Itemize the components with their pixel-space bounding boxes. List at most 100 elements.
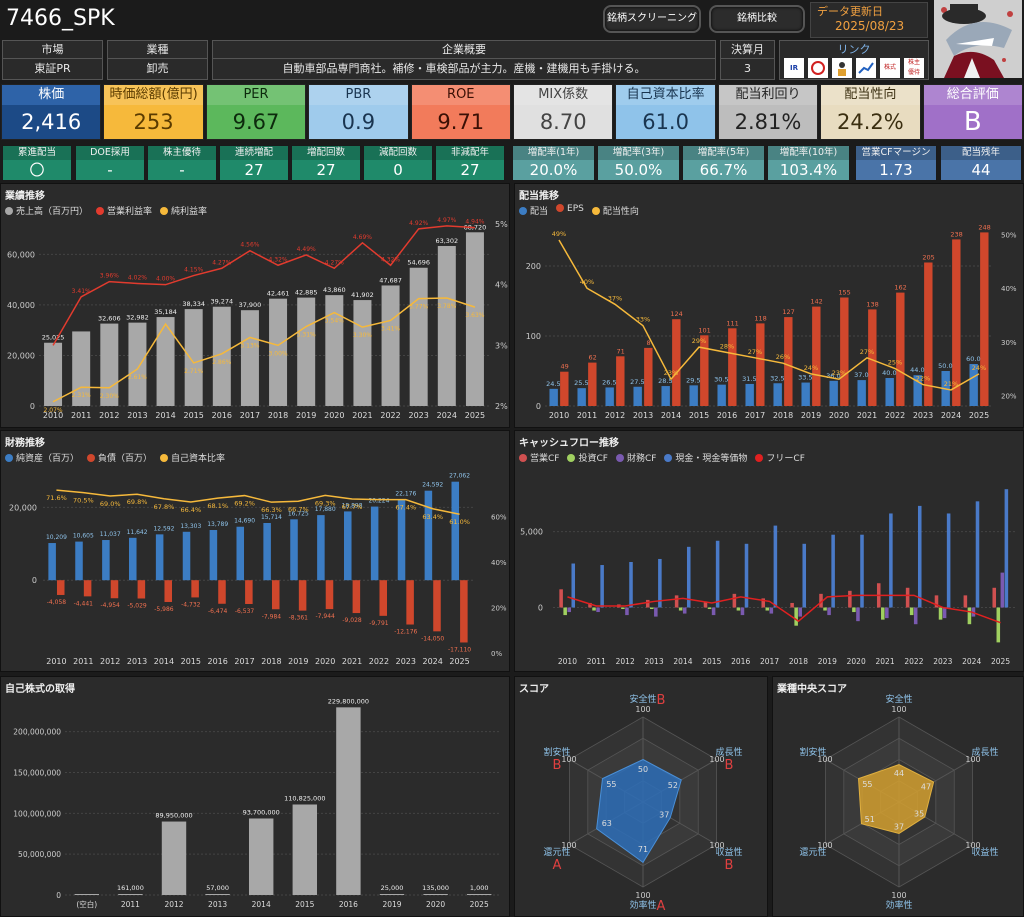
- yutai-link-icon[interactable]: 株主 優待: [904, 58, 924, 78]
- cf-bar-3: [975, 501, 980, 608]
- radar-max-label: 100: [891, 891, 906, 900]
- cf-bar-3: [715, 540, 720, 608]
- net-label: 3.00%: [269, 350, 288, 357]
- radar-axis-label: 安全性: [885, 693, 912, 705]
- radar-max-label: 100: [817, 755, 832, 764]
- radar-value: 52: [668, 781, 678, 790]
- legend-item[interactable]: EPS: [556, 204, 584, 217]
- op-label: 3.41%: [72, 288, 91, 295]
- legend-item[interactable]: 配当: [519, 204, 548, 217]
- sales-bar: [325, 295, 344, 406]
- kpi-value: 61.0: [642, 110, 689, 134]
- cf-bar-3: [831, 534, 835, 608]
- cf-bar-1: [967, 607, 972, 625]
- update-date: 2025/08/23: [835, 19, 905, 33]
- dividend-bar: [717, 384, 726, 406]
- legend-item[interactable]: 自己資本比率: [160, 451, 225, 464]
- eps-bar: [868, 309, 877, 406]
- legend-item[interactable]: 純資産（百万）: [5, 451, 79, 464]
- ratio-label: 67.8%: [154, 503, 175, 511]
- fiscal-cell: 決算月 3: [720, 40, 775, 80]
- net-label: 2.31%: [72, 392, 91, 399]
- cf-bar-1: [563, 607, 567, 616]
- cashflow-chart: 0 5,000 2010 2011 2012 2013 2014 2015 2016 2017 20…: [520, 489, 1015, 666]
- dividend-label: 44.0: [910, 366, 924, 374]
- cf-bar-2: [913, 607, 918, 625]
- radar-axis-label: 収益性: [971, 846, 998, 858]
- legend-dot-icon: [5, 454, 13, 462]
- payout-label: 27%: [860, 348, 874, 356]
- kpi-value: 9.71: [437, 110, 485, 134]
- legend-item[interactable]: 売上高（百万円）: [5, 204, 88, 217]
- x-tick: (空白): [76, 899, 97, 909]
- equity-bar: [317, 515, 325, 581]
- legend-item[interactable]: 営業CF: [519, 451, 559, 464]
- equity-ratio-line: [56, 489, 460, 515]
- cf-bar-2: [596, 607, 600, 613]
- legend-item[interactable]: 負債（百万）: [87, 451, 152, 464]
- legend-item[interactable]: 純利益率: [160, 204, 207, 217]
- kabutan-link-icon[interactable]: [808, 58, 828, 78]
- person-link-icon[interactable]: [832, 58, 852, 78]
- screening-button[interactable]: 銘柄スクリーニング: [603, 5, 701, 33]
- irbank-link-icon[interactable]: IR: [784, 58, 804, 78]
- kpi-value: 9.67: [232, 110, 280, 134]
- legend-label: 負債（百万）: [98, 454, 153, 464]
- debt-label: -4,441: [74, 600, 94, 607]
- radar-grade: B: [553, 758, 562, 773]
- legend-item[interactable]: 現金・現金等価物: [664, 451, 747, 464]
- kpi-value: B: [963, 107, 982, 137]
- compare-button[interactable]: 銘柄比較: [709, 5, 805, 33]
- debt-label: -7,944: [316, 613, 336, 620]
- debt-bar: [110, 580, 119, 599]
- legend-dot-icon: [160, 454, 169, 462]
- sales-label: 47,687: [379, 276, 402, 284]
- kpi-label: PBR: [309, 85, 408, 105]
- kpi-8: 配当性向 24.2%: [820, 84, 921, 140]
- buyback-bar: [379, 894, 405, 895]
- y2-tick: 40%: [1001, 285, 1017, 293]
- eps-label: 162: [894, 284, 906, 292]
- legend-item[interactable]: 配当性向: [591, 204, 639, 217]
- eps-bar: [840, 297, 849, 406]
- x-tick: 2024: [437, 411, 457, 420]
- cf-bar-0: [790, 602, 794, 608]
- x-tick: 2023: [933, 657, 952, 666]
- x-tick: 2022: [380, 411, 400, 420]
- update-label: データ更新日: [817, 5, 883, 18]
- payout-label: 40%: [580, 278, 594, 286]
- minkabu-link-icon[interactable]: 株式: [880, 58, 900, 78]
- sub-kpi-11: 営業CFマージン 1.73: [855, 145, 937, 181]
- cf-bar-2: [856, 607, 860, 622]
- dividend-label: 32.5: [770, 374, 784, 382]
- payout-label: 24%: [804, 364, 818, 372]
- kpi-label: 自己資本比率: [616, 85, 715, 105]
- legend-dot-icon: [591, 207, 600, 215]
- chart-link-icon[interactable]: [856, 58, 876, 78]
- buyback-bar: [205, 894, 230, 895]
- x-tick: 2011: [577, 411, 597, 420]
- radar-grade: A: [553, 858, 562, 873]
- x-tick: 2013: [208, 900, 227, 909]
- legend-item[interactable]: 投資CF: [567, 451, 608, 464]
- y2-tick: 3%: [495, 341, 508, 350]
- link-cell: リンク IR 株式 株主 優待: [779, 40, 929, 80]
- legend-item[interactable]: フリーCF: [755, 451, 805, 464]
- legend-item[interactable]: 財務CF: [615, 451, 656, 464]
- y2-tick: 60%: [491, 514, 507, 522]
- legend-item[interactable]: 営業利益率: [96, 204, 152, 217]
- equity-label: 16,725: [288, 510, 309, 517]
- legend-dot-icon: [160, 207, 169, 215]
- sales-bar: [353, 300, 372, 406]
- legend-label: 営業利益率: [107, 207, 153, 217]
- x-tick: 2013: [633, 411, 653, 420]
- payout-label: 33%: [636, 316, 650, 324]
- equity-label: 18,898: [342, 502, 363, 509]
- x-tick: 2013: [127, 411, 147, 420]
- equity-label: 12,592: [153, 525, 174, 532]
- debt-label: -9,028: [342, 617, 362, 624]
- y-tick: 150,000,000: [13, 769, 61, 778]
- equity-label: 22,176: [395, 490, 416, 497]
- sub-kpi-value: 66.7%: [699, 161, 748, 179]
- dividend-bar: [605, 387, 614, 406]
